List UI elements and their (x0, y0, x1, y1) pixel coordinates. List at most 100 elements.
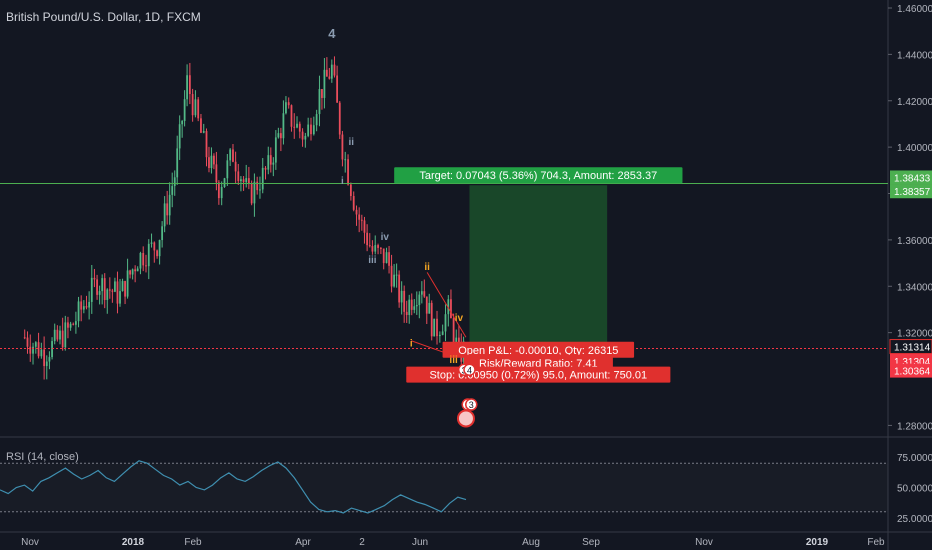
price-tag (890, 363, 932, 378)
candle-body (341, 134, 344, 160)
candle-body (349, 184, 352, 197)
candle-body (287, 102, 290, 106)
price-tick-label: 1.40000 (897, 143, 932, 154)
candle-body (213, 155, 215, 165)
candle-body (403, 290, 406, 312)
candle-body (328, 76, 331, 79)
candle-body (371, 246, 374, 252)
time-tick-label: Nov (695, 537, 713, 548)
candle-body (374, 245, 377, 252)
candle-body (296, 123, 298, 128)
candle-body (315, 114, 318, 126)
candle-body (48, 357, 51, 362)
rsi-tick-label: 75.0000 (897, 453, 932, 464)
candle-body (131, 269, 134, 275)
candle-body (285, 102, 287, 114)
position-marker-label: 3 (469, 400, 474, 410)
time-tick-label: 2018 (122, 537, 145, 548)
candle-body (56, 329, 59, 340)
pnl-label-bg (442, 341, 635, 358)
candle-body (108, 289, 111, 291)
candle-body (272, 162, 275, 165)
candle-body (205, 131, 208, 158)
candle-body (325, 69, 328, 77)
candle-body (377, 245, 379, 248)
candle-body (405, 311, 408, 315)
candle-body (188, 75, 191, 95)
candle-body (433, 318, 436, 337)
candle-body (106, 289, 109, 300)
wave-label: i (410, 339, 413, 350)
candle-body (395, 274, 398, 276)
candle-body (410, 299, 413, 310)
candle-body (45, 361, 48, 367)
candle-body (153, 242, 156, 251)
candle-body (156, 250, 158, 257)
candle-body (330, 64, 333, 79)
rsi-band (0, 463, 888, 512)
candle-body (415, 305, 418, 307)
candle-body (59, 330, 61, 340)
candle-body (43, 349, 46, 367)
candle-body (200, 118, 202, 133)
rsi-tick-label: 25.0000 (897, 514, 932, 525)
candle-body (176, 148, 179, 178)
candle-body (267, 155, 270, 170)
candle-body (26, 337, 29, 347)
candle-body (301, 131, 304, 140)
candle-body (220, 187, 223, 199)
candle-body (37, 342, 40, 357)
candle-body (186, 75, 188, 100)
candle-body (312, 125, 315, 135)
time-tick-label: Feb (867, 537, 885, 548)
candle-body (183, 99, 186, 121)
time-tick-label: Feb (184, 537, 202, 548)
candle-body (119, 291, 121, 304)
time-tick-label: Jun (412, 537, 428, 548)
candle-body (250, 183, 253, 204)
candle-body (191, 94, 194, 116)
candle-body (242, 179, 245, 183)
candle-body (88, 301, 91, 308)
wave-label: iii (449, 355, 458, 366)
candle-body (398, 274, 401, 303)
candle-body (279, 133, 282, 139)
wave-label: iii (368, 255, 377, 266)
candle-body (321, 89, 323, 98)
candle-body (223, 178, 226, 188)
time-tick-label: Apr (295, 537, 311, 548)
time-tick-label: Sep (582, 537, 600, 548)
candle-body (124, 281, 126, 297)
candle-body (80, 301, 83, 310)
candle-body (237, 171, 240, 182)
candle-body (436, 318, 438, 337)
candle-body (363, 220, 366, 233)
candle-body (264, 167, 267, 170)
candle-body (390, 265, 393, 287)
rsi-title: RSI (14, close) (6, 451, 79, 463)
time-axis[interactable]: Nov 2018 Feb Apr 2 Jun Aug Sep Nov 2019 Feb (21, 537, 885, 548)
candle-body (245, 178, 248, 183)
candle-body (444, 314, 447, 332)
candle-body (116, 281, 119, 304)
rsi-line (0, 460, 467, 514)
rsi-pane: 75.0000 50.0000 25.0000 (0, 453, 932, 525)
candle-body (90, 277, 93, 302)
price-axis[interactable]: 1.460001.440001.420001.400001.380001.360… (888, 4, 932, 432)
position-marker-cluster (456, 409, 475, 428)
candle-body (82, 306, 85, 310)
candle-body (347, 159, 349, 185)
candle-body (178, 124, 181, 149)
candle-body (96, 279, 98, 295)
candle-body (161, 226, 164, 241)
candle-body (247, 178, 250, 184)
candle-body (388, 252, 390, 266)
candle-body (93, 277, 96, 280)
candle-body (101, 278, 104, 292)
candle-body (232, 149, 234, 162)
price-tick-label: 1.34000 (897, 282, 932, 293)
candle-body (23, 337, 26, 339)
rsi-tick-label: 50.0000 (897, 484, 932, 495)
